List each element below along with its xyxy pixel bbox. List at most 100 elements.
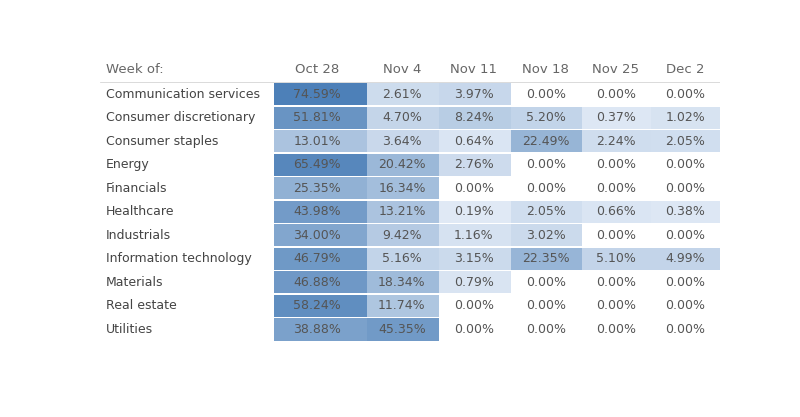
Bar [439,201,511,223]
Text: Utilities: Utilities [106,323,154,336]
Bar [274,224,366,246]
Text: 25.35%: 25.35% [293,182,341,195]
Text: Communication services: Communication services [106,88,260,100]
Text: Real estate: Real estate [106,299,177,312]
Text: Industrials: Industrials [106,229,171,242]
Text: 58.24%: 58.24% [293,299,341,312]
Bar [366,201,439,223]
Bar [366,248,439,270]
Text: 8.24%: 8.24% [454,111,494,124]
Text: 0.00%: 0.00% [666,323,706,336]
Bar [511,201,582,223]
Bar [366,153,439,176]
Text: 0.66%: 0.66% [596,205,636,218]
Text: 22.49%: 22.49% [522,135,570,148]
Bar [439,83,511,105]
Text: Nov 4: Nov 4 [382,63,421,76]
Text: 0.00%: 0.00% [596,88,636,100]
Text: 2.05%: 2.05% [526,205,566,218]
Text: 45.35%: 45.35% [378,323,426,336]
Text: 20.42%: 20.42% [378,158,426,171]
Text: 0.00%: 0.00% [454,182,494,195]
Bar [274,177,366,199]
Bar [274,271,366,294]
Bar [439,224,511,246]
Text: 65.49%: 65.49% [293,158,341,171]
Bar [439,153,511,176]
Text: 0.00%: 0.00% [666,276,706,289]
Text: Nov 18: Nov 18 [522,63,570,76]
Text: 13.21%: 13.21% [378,205,426,218]
Bar [650,106,720,128]
Text: Financials: Financials [106,182,168,195]
Bar [366,177,439,199]
Text: Nov 25: Nov 25 [592,63,639,76]
Text: 18.34%: 18.34% [378,276,426,289]
Text: 2.61%: 2.61% [382,88,422,100]
Text: Information technology: Information technology [106,252,252,265]
Bar [582,201,650,223]
Text: 0.00%: 0.00% [666,88,706,100]
Text: Oct 28: Oct 28 [295,63,339,76]
Text: 0.00%: 0.00% [596,229,636,242]
Text: 0.00%: 0.00% [526,158,566,171]
Bar [274,248,366,270]
Text: 4.70%: 4.70% [382,111,422,124]
Text: 74.59%: 74.59% [293,88,341,100]
Text: 2.76%: 2.76% [454,158,494,171]
Text: 38.88%: 38.88% [293,323,341,336]
Text: 0.79%: 0.79% [454,276,494,289]
Text: 34.00%: 34.00% [293,229,341,242]
Bar [274,153,366,176]
Text: Nov 11: Nov 11 [450,63,498,76]
Bar [274,201,366,223]
Text: 5.16%: 5.16% [382,252,422,265]
Text: 0.00%: 0.00% [666,229,706,242]
Text: 2.24%: 2.24% [596,135,636,148]
Bar [650,248,720,270]
Text: 0.00%: 0.00% [454,299,494,312]
Text: 0.00%: 0.00% [596,323,636,336]
Bar [650,201,720,223]
Bar [439,271,511,294]
Text: Energy: Energy [106,158,150,171]
Text: 0.38%: 0.38% [666,205,706,218]
Text: 0.00%: 0.00% [666,299,706,312]
Text: 0.64%: 0.64% [454,135,494,148]
Text: 22.35%: 22.35% [522,252,570,265]
Text: 3.15%: 3.15% [454,252,494,265]
Text: 3.64%: 3.64% [382,135,422,148]
Bar [366,106,439,128]
Text: 0.00%: 0.00% [454,323,494,336]
Text: 1.02%: 1.02% [666,111,705,124]
Bar [274,295,366,317]
Bar [274,83,366,105]
Text: Consumer discretionary: Consumer discretionary [106,111,255,124]
Text: 5.20%: 5.20% [526,111,566,124]
Text: 11.74%: 11.74% [378,299,426,312]
Bar [511,130,582,152]
Bar [366,271,439,294]
Text: 0.00%: 0.00% [596,276,636,289]
Text: 4.99%: 4.99% [666,252,705,265]
Text: Week of:: Week of: [106,63,164,76]
Text: 0.00%: 0.00% [596,158,636,171]
Text: 0.00%: 0.00% [596,182,636,195]
Text: Healthcare: Healthcare [106,205,174,218]
Bar [511,106,582,128]
Text: 0.00%: 0.00% [526,323,566,336]
Bar [439,106,511,128]
Bar [366,295,439,317]
Text: 43.98%: 43.98% [293,205,341,218]
Text: 0.19%: 0.19% [454,205,494,218]
Text: 0.00%: 0.00% [526,299,566,312]
Text: 51.81%: 51.81% [293,111,341,124]
Text: 3.97%: 3.97% [454,88,494,100]
Text: 0.00%: 0.00% [526,88,566,100]
Bar [439,130,511,152]
Bar [274,319,366,341]
Text: 0.37%: 0.37% [596,111,636,124]
Bar [582,106,650,128]
Text: 13.01%: 13.01% [293,135,341,148]
Bar [582,248,650,270]
